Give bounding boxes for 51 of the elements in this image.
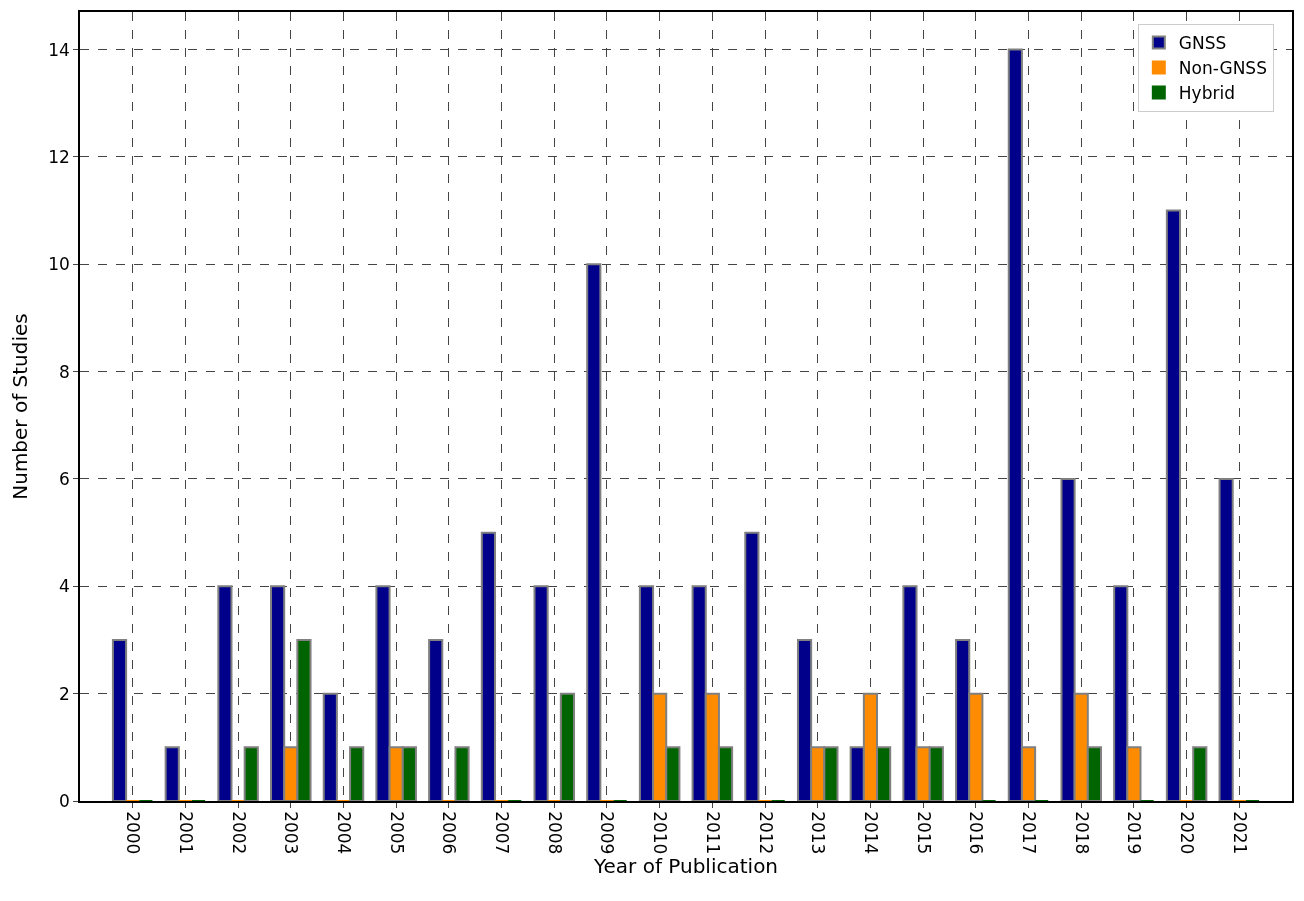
y-tick-label: 8: [59, 361, 70, 382]
y-tick-label: 6: [59, 468, 70, 489]
x-tick-label: 2014: [860, 811, 881, 855]
x-tick-label: 2018: [1071, 811, 1092, 855]
bar: [454, 746, 470, 801]
bar: [559, 692, 576, 801]
bar: [744, 531, 760, 801]
x-tick-label: 2000: [123, 811, 144, 855]
y-tick-label: 2: [59, 683, 70, 704]
y-tick-label: 4: [59, 576, 70, 597]
bar: [480, 531, 496, 801]
x-tick-label: 2001: [175, 811, 196, 855]
bar: [533, 585, 549, 801]
x-tick-label: 2005: [386, 811, 407, 855]
x-tick-label: 2002: [228, 811, 249, 855]
bar: [586, 263, 602, 801]
x-tick-label: 2012: [755, 811, 776, 855]
bar: [349, 746, 365, 801]
bar: [243, 746, 259, 801]
legend-label: Non-GNSS: [1178, 58, 1267, 79]
x-tick-label: 2015: [913, 811, 934, 855]
bar: [217, 585, 233, 801]
x-tick-label: 2011: [702, 811, 723, 855]
y-tick-label: 0: [59, 790, 70, 811]
x-tick-label: 2009: [597, 811, 618, 855]
legend-label: Hybrid: [1178, 83, 1235, 104]
legend-label: GNSS: [1178, 33, 1227, 54]
y-tick-label: 14: [48, 39, 70, 60]
x-tick-label: 2006: [439, 811, 460, 855]
bar: [111, 638, 128, 801]
bar: [164, 746, 180, 801]
x-tick-label: 2020: [1177, 811, 1198, 855]
x-tick-label: 2021: [1229, 811, 1250, 855]
x-tick-label: 2004: [333, 811, 354, 855]
x-tick-label: 2013: [808, 811, 829, 855]
x-tick-label: 2019: [1124, 811, 1145, 855]
bar: [1165, 209, 1182, 801]
y-axis-title: Number of Studies: [8, 313, 33, 500]
x-tick-label: 2016: [966, 811, 987, 855]
x-tick-label: 2003: [281, 811, 302, 855]
y-tick-label: 10: [48, 254, 70, 275]
bar: [1192, 746, 1208, 801]
bar: [322, 692, 338, 801]
x-tick-label: 2010: [650, 811, 671, 855]
bar: [428, 638, 444, 801]
x-tick-label: 2007: [492, 811, 513, 855]
x-axis-title: Year of Publication: [592, 854, 779, 879]
y-tick-label: 12: [48, 146, 70, 167]
x-tick-label: 2008: [544, 811, 565, 855]
x-tick-label: 2017: [1018, 811, 1039, 855]
bar: [1218, 477, 1234, 801]
